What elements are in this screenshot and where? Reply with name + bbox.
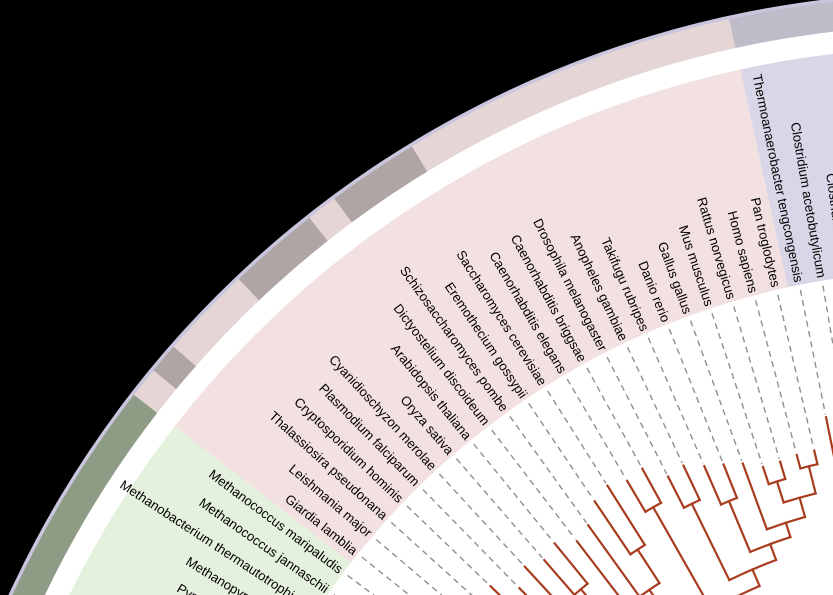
leaf-connector	[626, 346, 683, 464]
leaf-connector	[455, 458, 543, 559]
leaf-connector	[799, 289, 827, 415]
clade-ring-segment	[411, 19, 736, 174]
tree-branch-layer	[488, 415, 833, 595]
branch-radial	[795, 453, 802, 470]
species-label-layer: Pyrococcus horikoshiiMethanopyrus kandle…	[117, 73, 833, 595]
branch-radial	[775, 480, 785, 504]
branch-radial	[640, 467, 663, 505]
branch-radial	[666, 475, 686, 510]
leaf-connector	[406, 505, 489, 585]
label-band-eukaryota	[174, 69, 788, 564]
branch-radial	[824, 415, 833, 458]
branch-radial	[741, 462, 769, 531]
clade-ring-segment	[238, 217, 329, 302]
branch-radial	[784, 521, 792, 539]
branch-radial	[761, 465, 771, 486]
branch-radial	[807, 464, 817, 495]
branch-radial	[812, 449, 819, 466]
label-band-layer	[69, 53, 833, 595]
branch-radial	[722, 463, 739, 500]
branch-radial	[798, 496, 807, 519]
clade-ring-segment	[729, 2, 833, 50]
branch-radial	[488, 584, 502, 595]
branch-radial	[575, 539, 620, 595]
branch-radial	[690, 502, 731, 582]
leaf-connector	[547, 390, 607, 484]
branch-radial	[517, 586, 528, 595]
branch-radial	[651, 505, 705, 595]
branch-radial	[768, 542, 778, 562]
label-band-bacteria	[740, 53, 833, 288]
branch-radial	[636, 548, 661, 585]
label-band-archaea	[69, 426, 351, 595]
tree-area	[327, 279, 833, 595]
leaf-connector	[689, 320, 743, 461]
branch-radial	[605, 484, 647, 547]
branch-radial	[682, 464, 702, 502]
leaf-connector	[733, 306, 780, 460]
clade-ring-segment	[334, 146, 429, 224]
leaf-connector	[606, 356, 668, 475]
leaf-connector	[647, 337, 704, 464]
leaf-connector	[668, 328, 724, 462]
leaf-connector	[566, 378, 627, 479]
leaf-connector	[754, 300, 797, 453]
leaf-connector	[347, 574, 375, 595]
leaf-connector	[422, 489, 518, 587]
branch-radial	[727, 499, 752, 554]
clade-ring-segment	[173, 279, 261, 368]
leaf-connector	[777, 294, 815, 448]
branch-radial	[593, 499, 632, 556]
leaf-connector	[509, 416, 588, 524]
leaf-connector	[711, 313, 763, 465]
branch-radial	[553, 541, 590, 586]
leaf-connector	[586, 367, 642, 467]
leaf-connector	[528, 403, 594, 500]
branch-radial	[702, 464, 723, 506]
clade-ring-segment	[12, 394, 159, 595]
branch-radial	[750, 567, 761, 588]
branch-radial	[523, 565, 553, 595]
leaf-connector	[491, 429, 576, 540]
branch-radial	[778, 460, 787, 481]
branch-radial	[625, 479, 647, 514]
branch-radial	[542, 558, 576, 595]
branch-radial	[586, 523, 640, 595]
